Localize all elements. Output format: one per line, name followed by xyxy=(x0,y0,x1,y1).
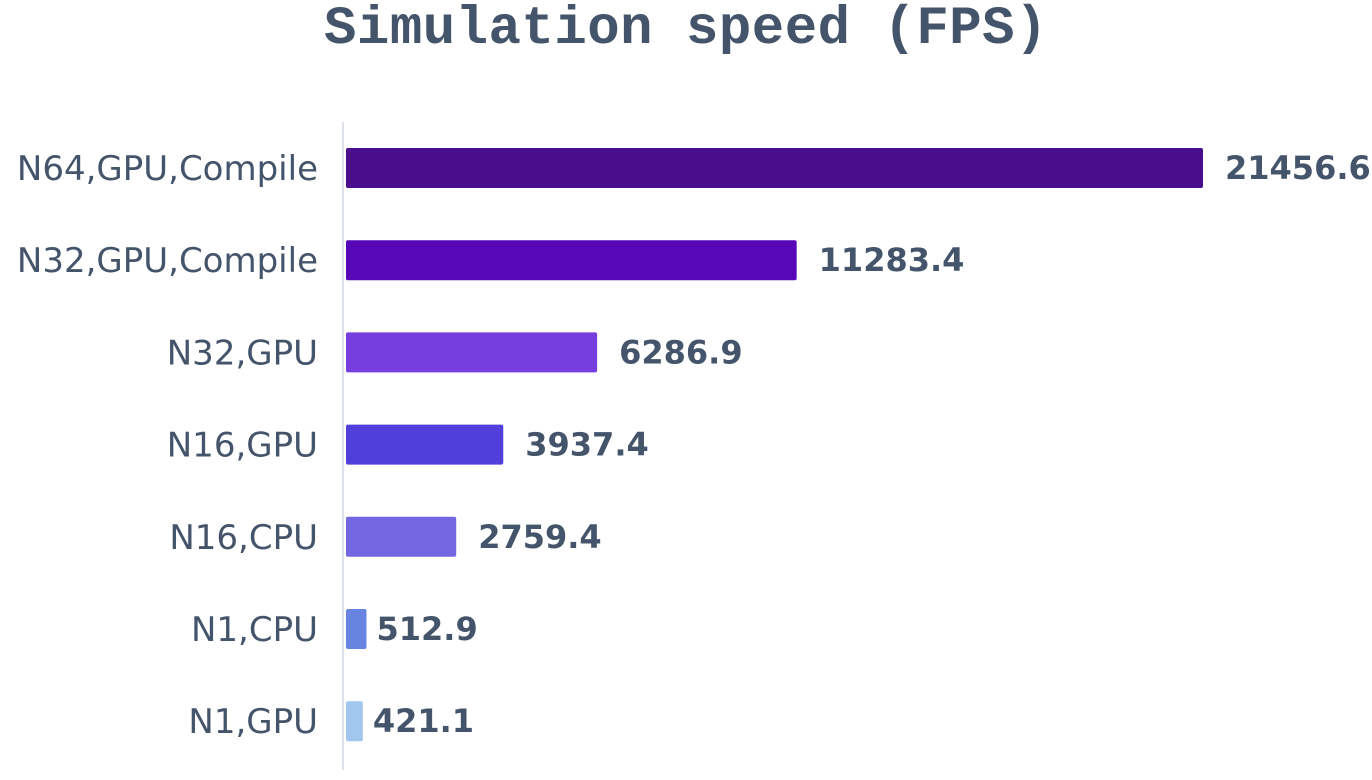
bar-n1-cpu xyxy=(346,609,367,649)
value-label-n16-gpu: 3937.4 xyxy=(525,426,648,464)
value-label-n1-gpu: 421.1 xyxy=(373,702,474,740)
bar-n1-gpu xyxy=(346,701,363,742)
value-label-n64-gpu-compile: 21456.6 xyxy=(1225,149,1371,187)
chart-title: Simulation speed (FPS) xyxy=(324,0,1048,60)
category-label-n32-gpu-compile: N32,GPU,Compile xyxy=(17,241,318,281)
category-label-n32-gpu: N32,GPU xyxy=(167,333,318,373)
category-label-n64-gpu-compile: N64,GPU,Compile xyxy=(17,149,318,189)
value-label-n32-gpu: 6286.9 xyxy=(619,333,742,371)
bar-n32-gpu-compile xyxy=(346,240,797,281)
value-label-n32-gpu-compile: 11283.4 xyxy=(819,241,965,279)
category-label-n1-gpu: N1,GPU xyxy=(188,702,318,742)
category-label-n16-cpu: N16,CPU xyxy=(169,518,318,558)
value-label-n16-cpu: 2759.4 xyxy=(478,518,601,556)
bar-n16-cpu xyxy=(346,516,457,557)
category-label-n1-cpu: N1,CPU xyxy=(191,610,318,650)
value-label-n1-cpu: 512.9 xyxy=(376,610,477,648)
bar-n16-gpu xyxy=(346,424,504,465)
bars-group: N64,GPU,Compile 21456.6 N32,GPU,Compile 112… xyxy=(17,148,1371,742)
bar-n64-gpu-compile xyxy=(346,148,1203,188)
category-label-n16-gpu: N16,GPU xyxy=(167,426,318,466)
bar-n32-gpu xyxy=(346,332,598,373)
